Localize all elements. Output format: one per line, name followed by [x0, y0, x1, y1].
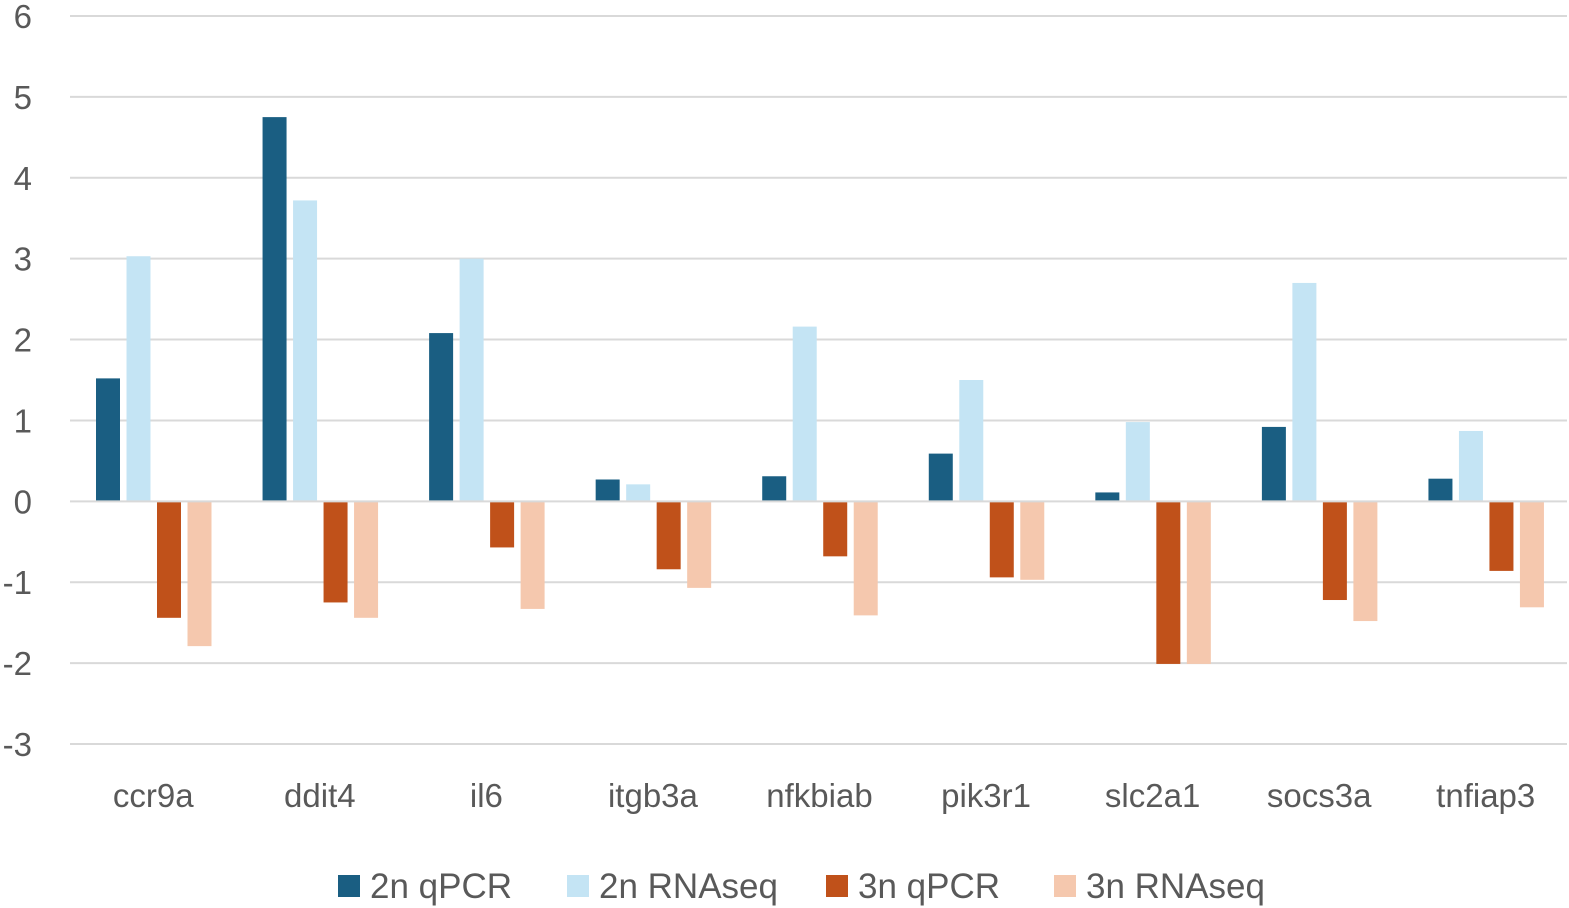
bar-tnfiap3-2n-qpcr [1428, 478, 1453, 502]
category-label: slc2a1 [1105, 777, 1200, 814]
bar-ddit4-2n-qpcr [262, 117, 287, 502]
bar-pik3r1-3n-qpcr [989, 501, 1014, 578]
y-tick-label: 1 [14, 402, 32, 439]
y-tick-label: 5 [14, 79, 32, 116]
bar-pik3r1-2n-rnaseq [959, 380, 984, 502]
bar-nfkbiab-2n-rnaseq [792, 326, 817, 502]
bar-ccr9a-2n-qpcr [96, 378, 120, 502]
legend-swatch [1054, 875, 1076, 897]
category-label: itgb3a [608, 777, 699, 814]
category-label: socs3a [1267, 777, 1372, 814]
legend-label: 3n qPCR [858, 867, 1000, 906]
bar-ddit4-3n-rnaseq [354, 501, 379, 618]
y-tick-label: 6 [14, 0, 32, 35]
y-tick-label: 2 [14, 322, 32, 359]
bar-tnfiap3-3n-rnaseq [1519, 501, 1544, 608]
bar-slc2a1-3n-qpcr [1156, 501, 1181, 664]
y-tick-label: -2 [3, 645, 32, 682]
bar-itgb3a-2n-qpcr [595, 479, 620, 502]
legend-label: 2n RNAseq [599, 867, 778, 906]
legend-swatch [338, 875, 360, 897]
y-tick-label: 3 [14, 241, 32, 278]
legend-label: 3n RNAseq [1086, 867, 1265, 906]
bar-slc2a1-3n-rnaseq [1186, 501, 1211, 664]
bar-slc2a1-2n-qpcr [1095, 492, 1120, 502]
bar-itgb3a-2n-rnaseq [626, 484, 651, 502]
bar-itgb3a-3n-rnaseq [687, 501, 712, 588]
y-tick-label: -3 [3, 726, 32, 763]
bar-pik3r1-3n-rnaseq [1020, 501, 1045, 580]
gridlines [70, 15, 1567, 745]
bar-ccr9a-2n-rnaseq [126, 256, 151, 502]
bar-socs3a-3n-qpcr [1322, 501, 1347, 601]
y-tick-label: 0 [14, 483, 32, 520]
bar-il6-3n-rnaseq [520, 501, 545, 609]
x-axis-category-labels: ccr9a ddit4 il6 itgb3a nfkbiab pik3r1 slc2a1 so… [113, 777, 1535, 814]
legend: 2n qPCR 2n RNAseq 3n qPCR 3n RNAseq [338, 867, 1265, 906]
category-label: pik3r1 [941, 777, 1031, 814]
bar-ccr9a-3n-rnaseq [187, 501, 212, 647]
bar-socs3a-2n-rnaseq [1292, 282, 1317, 502]
legend-swatch [567, 875, 589, 897]
bar-ddit4-3n-qpcr [323, 501, 348, 603]
bar-nfkbiab-3n-qpcr [823, 501, 848, 557]
y-tick-label: -1 [3, 564, 32, 601]
y-tick-label: 4 [14, 160, 32, 197]
category-label: il6 [470, 777, 503, 814]
category-label: ddit4 [284, 777, 356, 814]
bar-nfkbiab-2n-qpcr [762, 476, 787, 502]
category-label: nfkbiab [766, 777, 872, 814]
bars [96, 117, 1544, 664]
bar-socs3a-2n-qpcr [1261, 426, 1286, 502]
bar-ddit4-2n-rnaseq [293, 200, 318, 502]
bar-il6-3n-qpcr [490, 501, 515, 548]
bar-tnfiap3-2n-rnaseq [1458, 430, 1483, 502]
bar-ccr9a-3n-qpcr [157, 501, 181, 618]
category-label: ccr9a [113, 777, 194, 814]
bar-socs3a-3n-rnaseq [1353, 501, 1378, 622]
bar-itgb3a-3n-qpcr [656, 501, 681, 570]
bar-tnfiap3-3n-qpcr [1489, 501, 1514, 571]
category-label: tnfiap3 [1436, 777, 1535, 814]
bar-nfkbiab-3n-rnaseq [853, 501, 878, 616]
legend-swatch [826, 875, 848, 897]
legend-label: 2n qPCR [370, 867, 512, 906]
bar-il6-2n-qpcr [429, 333, 454, 502]
bar-slc2a1-2n-rnaseq [1125, 422, 1150, 502]
bar-il6-2n-rnaseq [459, 258, 484, 502]
bar-pik3r1-2n-qpcr [928, 453, 953, 502]
y-axis-tick-labels: 6 5 4 3 2 1 0 -1 -2 -3 [3, 0, 32, 763]
